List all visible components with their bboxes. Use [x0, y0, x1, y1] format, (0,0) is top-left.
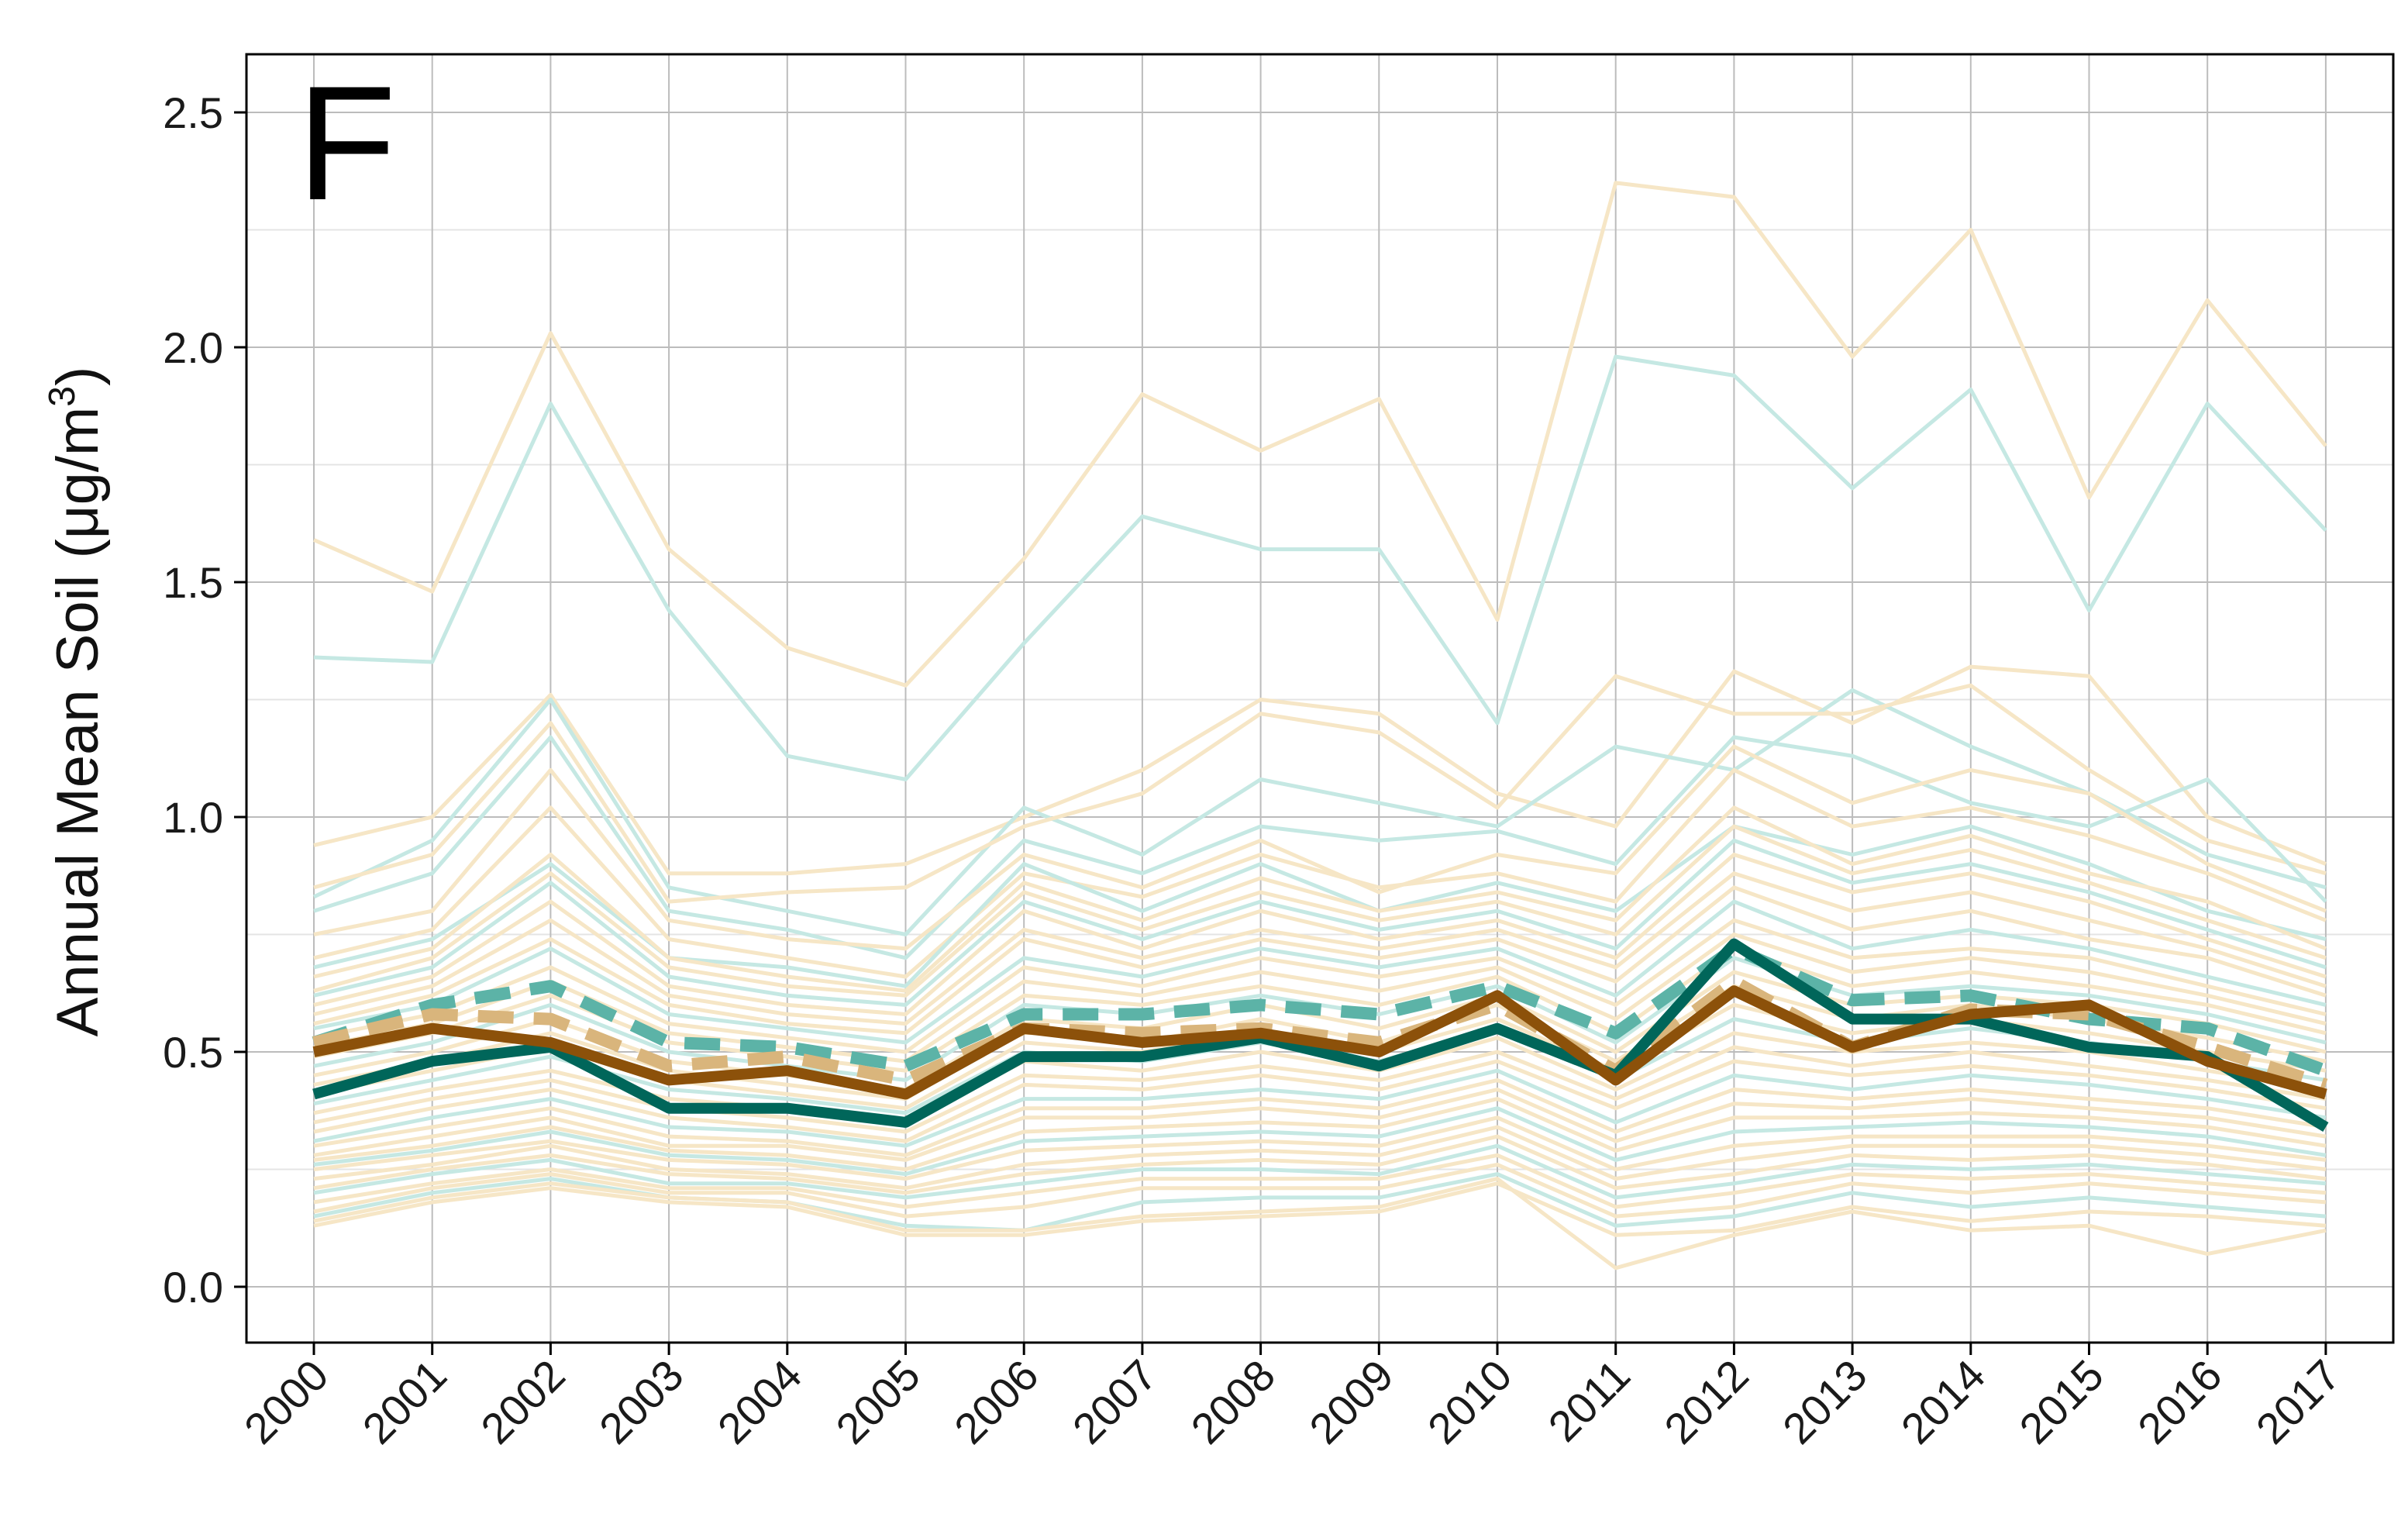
- x-tick-label: 2013: [1773, 1350, 1876, 1453]
- x-tick-label: 2000: [235, 1350, 338, 1453]
- background-series-line: [313, 1097, 2327, 1171]
- background-series-line: [313, 899, 2327, 1045]
- x-tick-label: 2014: [1892, 1350, 1995, 1453]
- x-tick-label: 2007: [1063, 1350, 1166, 1453]
- panel-label: F: [297, 52, 396, 234]
- x-tick-label: 2011: [1538, 1350, 1639, 1451]
- y-tick-label: 2.0: [163, 323, 223, 372]
- y-axis-label-close: ): [45, 367, 111, 386]
- y-axis-label-mu: μ: [45, 505, 111, 539]
- plot-border: [245, 53, 2395, 1344]
- y-axis: 0.0 0.5 1.0 1.5 2.0 2.5: [163, 88, 246, 1312]
- x-tick-label: 2016: [2128, 1350, 2231, 1453]
- x-tick-label: 2010: [1418, 1350, 1521, 1453]
- background-series-line: [313, 885, 2327, 1036]
- background-series-line: [313, 1181, 2327, 1237]
- background-series-line: [313, 354, 2327, 781]
- background-series-line: [312, 688, 2327, 936]
- mean-series-line-teal: [312, 942, 2328, 1077]
- y-tick-label: 0.5: [163, 1028, 223, 1077]
- mean-series: [312, 942, 2328, 1091]
- background-series-line: [313, 933, 2327, 1064]
- background-series-line: [313, 824, 2327, 998]
- background-series-line: [313, 767, 2327, 979]
- y-axis-label-main: Annual Mean Soil (: [45, 539, 111, 1036]
- background-series-line: [313, 871, 2327, 1026]
- background-series-line: [313, 1115, 2327, 1181]
- x-axis: 2000 2001 2002 2003 2004 2005 2006 2007 2008 2009…: [235, 1343, 2350, 1453]
- background-series-line: [313, 805, 2327, 993]
- x-tick-label: 2006: [945, 1350, 1048, 1453]
- background-series-line: [313, 674, 2327, 904]
- y-axis-label: Annual Mean Soil (μg/m3): [42, 367, 111, 1037]
- highlight-series: [312, 938, 2329, 1133]
- x-tick-label: 2012: [1655, 1350, 1758, 1453]
- background-series-line: [313, 1153, 2327, 1209]
- y-tick-label: 1.5: [163, 558, 223, 607]
- x-tick-label: 2003: [590, 1350, 693, 1453]
- y-tick-label: 2.5: [163, 88, 223, 137]
- background-series-line: [313, 1125, 2327, 1191]
- background-series-line: [313, 1059, 2327, 1143]
- background-series: [312, 181, 2327, 1270]
- plot-background: [246, 54, 2393, 1343]
- background-series-line: [313, 1177, 2327, 1270]
- background-series-line: [313, 1068, 2327, 1148]
- y-tick-label: 0.0: [163, 1263, 223, 1312]
- y-axis-label-unit: g/m: [45, 407, 111, 505]
- highlight-series-line-brown: [312, 985, 2327, 1100]
- background-series-line: [313, 918, 2327, 1054]
- x-tick-label: 2015: [2010, 1350, 2113, 1453]
- y-axis-label-superscript: 3: [42, 386, 83, 407]
- background-series-line: [313, 853, 2327, 1016]
- background-series-line: [313, 1088, 2327, 1162]
- background-series-line: [313, 735, 2327, 960]
- background-series-line: [313, 1134, 2327, 1195]
- y-tick-label: 1.0: [163, 793, 223, 842]
- highlight-series-line-teal: [312, 938, 2329, 1133]
- x-tick-label: 2017: [2247, 1350, 2350, 1453]
- x-tick-label: 2008: [1181, 1350, 1284, 1453]
- x-tick-label: 2004: [708, 1350, 811, 1453]
- x-tick-label: 2002: [471, 1350, 574, 1453]
- background-series-line: [313, 1162, 2327, 1219]
- background-series-line: [313, 838, 2327, 1007]
- x-tick-label: 2009: [1300, 1350, 1403, 1453]
- background-series-line: [313, 181, 2327, 688]
- background-series-line: [313, 1143, 2327, 1200]
- mean-series-line-tan: [312, 975, 2328, 1091]
- background-series-line: [313, 744, 2327, 951]
- background-series-line: [313, 1106, 2327, 1177]
- x-tick-label: 2005: [826, 1350, 929, 1453]
- x-tick-label: 2001: [353, 1350, 456, 1453]
- background-series-line: [313, 1077, 2327, 1157]
- background-series-line: [313, 664, 2327, 876]
